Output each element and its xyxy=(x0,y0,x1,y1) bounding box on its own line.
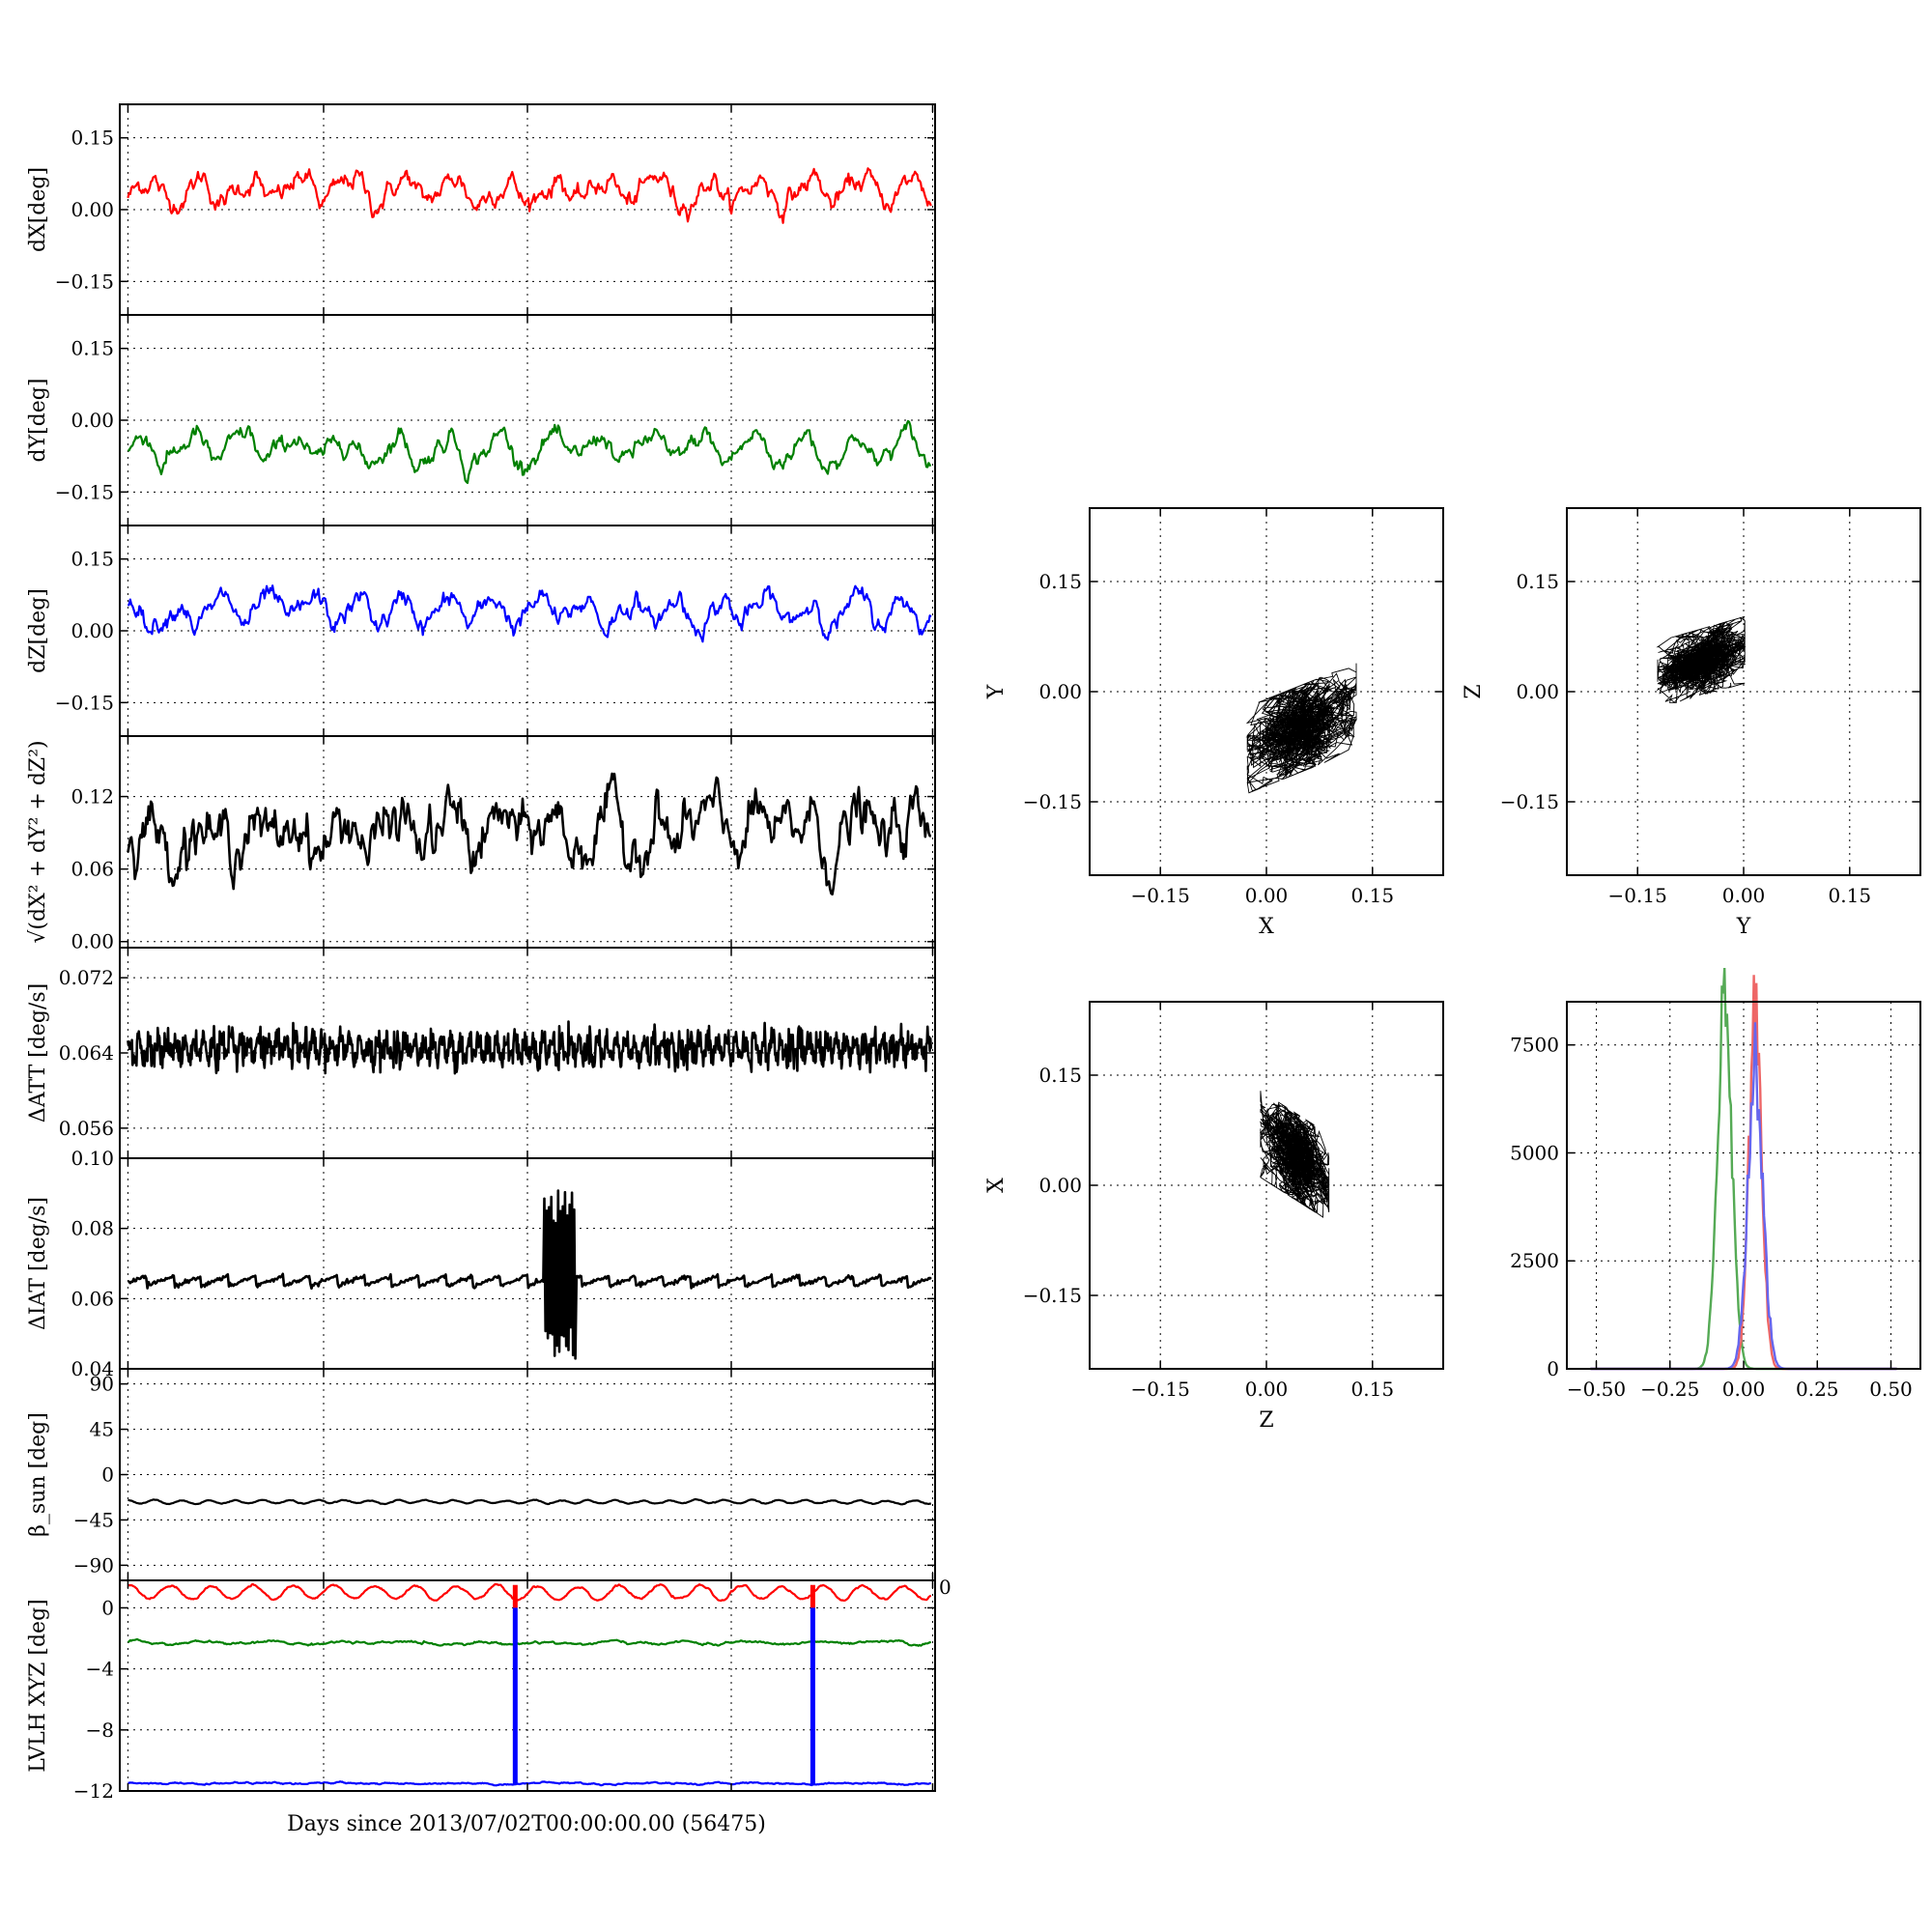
y-tick-label: 90 xyxy=(90,1373,114,1396)
y-tick-label: 0.00 xyxy=(71,619,114,642)
y-tick-label: 0.06 xyxy=(71,1287,114,1310)
panel-dy: −0.15 0.00 0.15 dY[deg] xyxy=(26,314,936,526)
x-axis-label: Days since 2013/07/02T00:00:00.00 (56475… xyxy=(287,1812,766,1836)
y-axis-label: dY[deg] xyxy=(26,379,50,463)
y-tick-label: −0.15 xyxy=(55,270,114,293)
y-tick-label: 0.12 xyxy=(71,785,114,809)
panel-frame xyxy=(119,735,936,949)
y-tick-label: 0.00 xyxy=(1038,680,1082,703)
y-tick-label: −0.15 xyxy=(1023,1284,1082,1307)
scatter-trace xyxy=(1656,615,1747,703)
panel-dx: −0.15 0.00 0.15 dX[deg] xyxy=(26,103,936,316)
y-tick-label: 0.15 xyxy=(71,127,114,150)
y-tick-label: 0.00 xyxy=(71,409,114,432)
y-tick-label: 5000 xyxy=(1510,1141,1559,1164)
x-tick-label: −0.15 xyxy=(1608,884,1667,907)
y-tick-label: 0 xyxy=(1547,1357,1559,1380)
y-axis-label: LVLH XYZ [deg] xyxy=(26,1599,50,1773)
series-line-0 xyxy=(127,1189,932,1360)
panel-lvlh: −12 −8 −4 0 0 LVLH XYZ [deg] xyxy=(26,1576,952,1803)
series-line-1 xyxy=(127,1637,932,1647)
y-tick-label: 0.056 xyxy=(59,1117,114,1140)
panel-scatter-zx: −0.15 −0.15 0.00 0.00 0.15 0.15 Z X xyxy=(984,1001,1444,1433)
y-tick-label: 0.15 xyxy=(1516,570,1559,593)
y-tick-label: 0.08 xyxy=(71,1217,114,1240)
y-tick-label: −0.15 xyxy=(1500,790,1559,813)
y-tick-label: 45 xyxy=(90,1418,114,1441)
y-axis-label: ΔIAT [deg/s] xyxy=(26,1197,50,1330)
panel-frame xyxy=(119,1157,936,1370)
y-tick-label: 0.15 xyxy=(1038,570,1082,593)
y-axis-label: dZ[deg] xyxy=(26,588,50,673)
y-tick-label: 0.00 xyxy=(71,198,114,221)
y-tick-label: 0.00 xyxy=(1516,680,1559,703)
panel-dz: −0.15 0.00 0.15 dZ[deg] xyxy=(26,525,936,737)
y-tick-label: 0.15 xyxy=(71,548,114,571)
y-axis-label: β_sun [deg] xyxy=(26,1412,50,1537)
x-tick-label: 0.00 xyxy=(1722,884,1766,907)
y-tick-label: 0 xyxy=(101,1596,114,1619)
y-tick-label: 0.04 xyxy=(71,1357,114,1380)
y-axis-label: X xyxy=(984,1178,1009,1193)
panel-dr: 0.00 0.06 0.12 √(dX² + dY² + dZ²) xyxy=(26,735,936,953)
series-line-0 xyxy=(128,1582,932,1603)
y-axis-label: √(dX² + dY² + dZ²) xyxy=(26,740,50,943)
x-axis-label: Z xyxy=(1259,1408,1273,1433)
y-axis-label: Z xyxy=(1462,684,1486,698)
y-tick-label: −0.15 xyxy=(1023,790,1082,813)
y-tick-label: −90 xyxy=(73,1553,114,1577)
right-tick-label: 0 xyxy=(939,1576,952,1599)
x-tick-label: 0.25 xyxy=(1796,1378,1839,1401)
y-tick-label: −0.15 xyxy=(55,691,114,714)
y-tick-label: 0 xyxy=(101,1463,114,1487)
y-tick-label: −12 xyxy=(73,1779,114,1803)
panel-diat: 0.04 0.06 0.08 0.10 ΔIAT [deg/s] xyxy=(26,1147,936,1380)
series-line-0 xyxy=(128,1497,931,1506)
y-tick-label: 0.15 xyxy=(71,337,114,360)
x-tick-label: −0.15 xyxy=(1131,1378,1190,1401)
series-line-0 xyxy=(127,1020,933,1075)
x-tick-label: −0.25 xyxy=(1640,1378,1699,1401)
panel-beta: −90 −45 0 45 90 β_sun [deg] xyxy=(26,1368,936,1581)
panel-datt: 0.056 0.064 0.072 ΔATT [deg/s] xyxy=(26,947,936,1159)
x-tick-label: 0.15 xyxy=(1829,884,1872,907)
panel-scatter-xy: −0.15 −0.15 0.00 0.00 0.15 0.15 X Y xyxy=(984,507,1444,939)
x-tick-label: 0.15 xyxy=(1351,1378,1395,1401)
y-tick-label: −0.15 xyxy=(55,480,114,503)
y-tick-label: 0.10 xyxy=(71,1147,114,1170)
x-axis-label: X xyxy=(1259,915,1274,939)
series-line-0 xyxy=(127,772,931,896)
y-tick-label: 0.00 xyxy=(1038,1174,1082,1197)
series-line-0 xyxy=(127,584,932,643)
series-line-2 xyxy=(128,1780,931,1787)
y-tick-label: 0.00 xyxy=(71,930,114,953)
series-line-0 xyxy=(127,419,931,484)
y-axis-label: ΔATT [deg/s] xyxy=(26,983,50,1122)
x-tick-label: 0.00 xyxy=(1245,884,1289,907)
y-tick-label: −8 xyxy=(86,1719,114,1742)
series-line-0 xyxy=(127,167,932,224)
x-tick-label: −0.15 xyxy=(1131,884,1190,907)
y-tick-label: 0.064 xyxy=(59,1041,114,1065)
panel-scatter-yz: −0.15 −0.15 0.00 0.00 0.15 0.15 Y Z xyxy=(1462,507,1921,939)
y-tick-label: 0.15 xyxy=(1038,1064,1082,1087)
y-tick-label: 0.072 xyxy=(59,966,114,989)
x-tick-label: 0.00 xyxy=(1245,1378,1289,1401)
y-axis-label: dX[deg] xyxy=(26,167,50,252)
scatter-trace xyxy=(1259,1091,1330,1218)
y-tick-label: 7500 xyxy=(1510,1034,1559,1057)
scatter-trace xyxy=(1245,663,1357,794)
x-tick-label: 0.00 xyxy=(1722,1378,1766,1401)
y-axis-label: Y xyxy=(984,684,1009,699)
y-tick-label: −4 xyxy=(86,1658,114,1681)
x-axis-label: Y xyxy=(1736,915,1751,939)
y-tick-label: 2500 xyxy=(1510,1249,1559,1272)
x-tick-label: −0.50 xyxy=(1567,1378,1626,1401)
panel-hist: −0.50 −0.25 0.00 0.25 0.50 0 2500 5000 7500 xyxy=(1510,967,1921,1401)
y-tick-label: 0.06 xyxy=(71,858,114,881)
x-tick-label: 0.50 xyxy=(1869,1378,1913,1401)
y-tick-label: −45 xyxy=(73,1508,114,1531)
x-tick-label: 0.15 xyxy=(1351,884,1395,907)
